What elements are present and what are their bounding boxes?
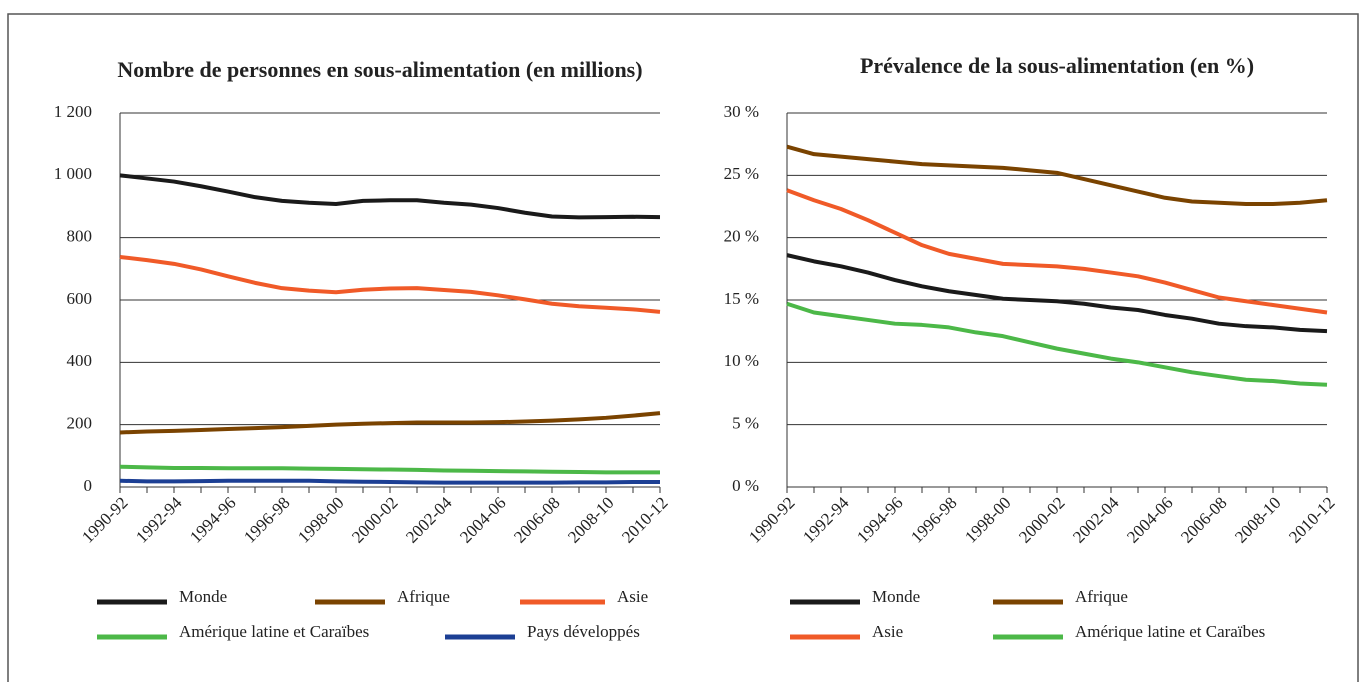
- y-tick-label: 400: [67, 351, 93, 370]
- x-tick-label: 1996-98: [907, 493, 961, 547]
- x-tick-label: 1992-94: [132, 493, 186, 547]
- legend-label: Monde: [179, 587, 227, 606]
- series-line: [119, 411, 661, 435]
- y-tick-label: 30 %: [724, 102, 759, 121]
- y-tick-label: 25 %: [724, 164, 759, 183]
- legend-label: Afrique: [1075, 587, 1128, 606]
- series-line: [786, 253, 1328, 334]
- x-tick-label: 2000-02: [348, 493, 402, 547]
- chart-title: Nombre de personnes en sous-alimentation…: [117, 57, 642, 82]
- series-line: [119, 255, 661, 314]
- y-tick-label: 0: [84, 476, 93, 495]
- series-line: [119, 173, 661, 220]
- y-tick-label: 10 %: [724, 351, 759, 370]
- y-tick-label: 1 200: [54, 102, 92, 121]
- x-tick-label: 2004-06: [1123, 493, 1177, 547]
- x-tick-label: 1990-92: [78, 493, 132, 547]
- y-tick-label: 600: [67, 289, 93, 308]
- series-line: [786, 144, 1328, 207]
- x-tick-label: 2010-12: [1285, 493, 1339, 547]
- x-tick-label: 2008-10: [1231, 493, 1285, 547]
- x-tick-label: 2004-06: [456, 493, 510, 547]
- x-tick-label: 2002-04: [402, 493, 456, 547]
- series-line: [119, 478, 660, 485]
- x-tick-label: 1994-96: [186, 493, 240, 547]
- y-tick-label: 800: [67, 227, 93, 246]
- x-tick-label: 2006-08: [1177, 493, 1231, 547]
- legend-label: Asie: [872, 622, 903, 641]
- frame: [7, 13, 1359, 682]
- legend-label: Amérique latine et Caraïbes: [179, 622, 369, 641]
- y-tick-label: 15 %: [724, 289, 759, 308]
- x-tick-label: 1998-00: [961, 493, 1015, 547]
- y-tick-label: 5 %: [732, 414, 759, 433]
- series-line: [119, 464, 660, 475]
- x-tick-label: 1992-94: [799, 493, 853, 547]
- x-tick-label: 1990-92: [745, 493, 799, 547]
- legend-label: Asie: [617, 587, 648, 606]
- y-tick-label: 1 000: [54, 164, 92, 183]
- x-tick-label: 1994-96: [853, 493, 907, 547]
- legend-label: Pays développés: [527, 622, 640, 641]
- y-tick-label: 0 %: [732, 476, 759, 495]
- x-tick-label: 2006-08: [510, 493, 564, 547]
- series-line: [786, 188, 1328, 315]
- legend-label: Monde: [872, 587, 920, 606]
- x-tick-label: 2010-12: [618, 493, 672, 547]
- y-tick-label: 200: [67, 414, 93, 433]
- series-line: [786, 301, 1328, 387]
- x-tick-label: 1998-00: [294, 493, 348, 547]
- x-tick-label: 2000-02: [1015, 493, 1069, 547]
- y-tick-label: 20 %: [724, 227, 759, 246]
- chart-title: Prévalence de la sous-alimentation (en %…: [860, 53, 1254, 78]
- x-tick-label: 1996-98: [240, 493, 294, 547]
- legend-label: Amérique latine et Caraïbes: [1075, 622, 1265, 641]
- x-tick-label: 2002-04: [1069, 493, 1123, 547]
- x-tick-label: 2008-10: [564, 493, 618, 547]
- legend-label: Afrique: [397, 587, 450, 606]
